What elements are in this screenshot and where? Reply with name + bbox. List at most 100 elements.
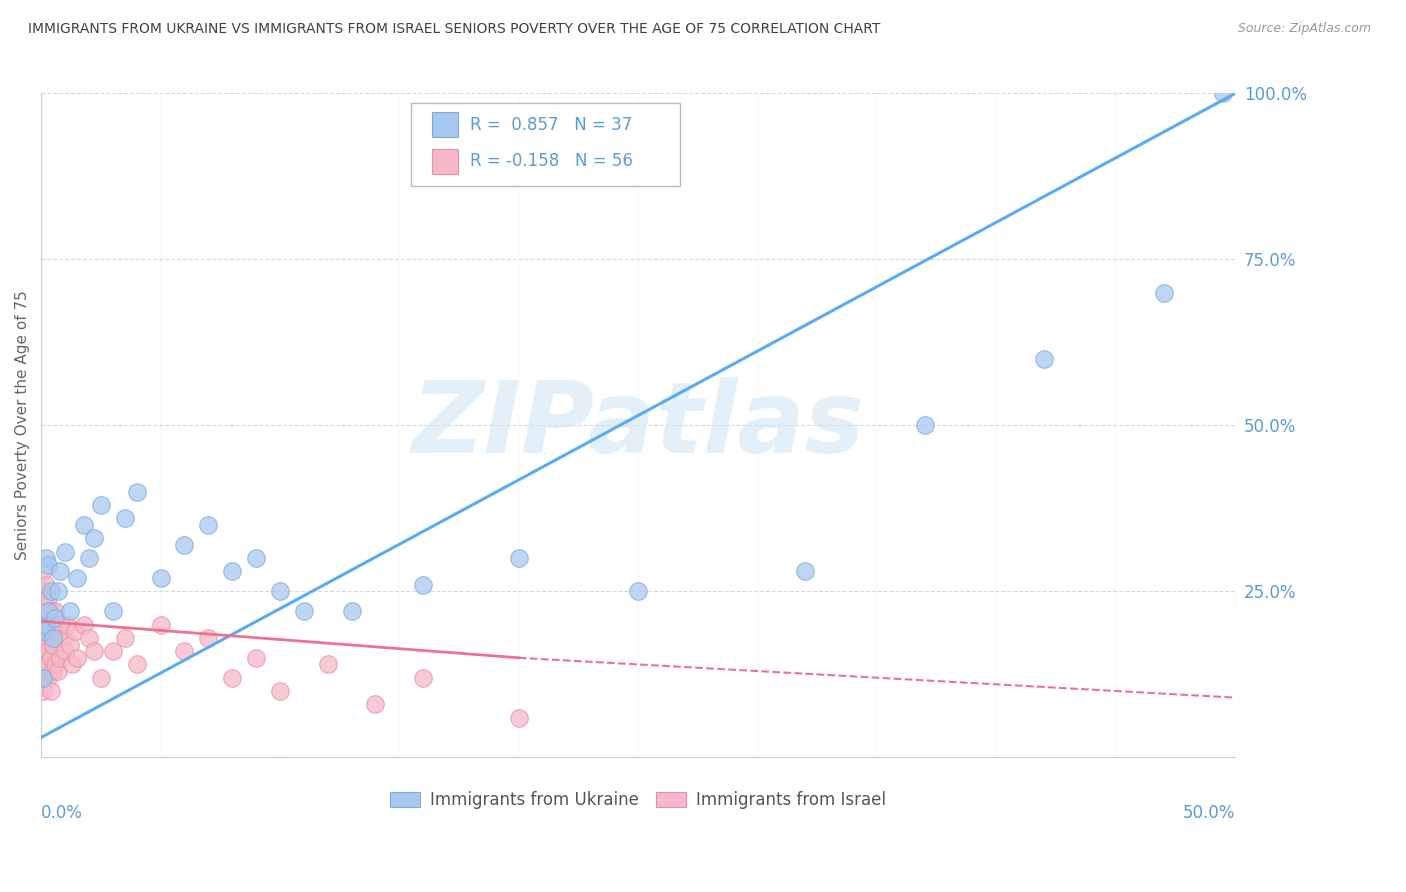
- Point: [269, 684, 291, 698]
- Text: Source: ZipAtlas.com: Source: ZipAtlas.com: [1237, 22, 1371, 36]
- Point: [42, 631, 65, 645]
- Text: ZIPatlas: ZIPatlas: [412, 377, 865, 474]
- Point: [39, 650, 62, 665]
- Point: [114, 631, 136, 645]
- Point: [32, 671, 55, 685]
- Point: [32, 604, 55, 618]
- Point: [42, 617, 65, 632]
- Point: [49, 617, 72, 632]
- Point: [35, 551, 58, 566]
- Point: [35, 578, 58, 592]
- Point: [32, 650, 55, 665]
- Point: [49, 650, 72, 665]
- Point: [412, 671, 434, 685]
- Point: [37, 604, 59, 618]
- FancyBboxPatch shape: [432, 149, 458, 174]
- Point: [364, 698, 387, 712]
- Point: [35, 657, 58, 672]
- Text: R = -0.158   N = 56: R = -0.158 N = 56: [470, 153, 633, 170]
- Point: [46, 584, 69, 599]
- Point: [292, 604, 315, 618]
- Point: [63, 624, 86, 639]
- Point: [412, 578, 434, 592]
- Point: [59, 638, 82, 652]
- Point: [73, 617, 96, 632]
- Point: [37, 617, 59, 632]
- Point: [35, 598, 58, 612]
- Point: [101, 644, 124, 658]
- Point: [37, 644, 59, 658]
- Point: [44, 624, 66, 639]
- Text: 50.0%: 50.0%: [1182, 804, 1236, 822]
- Point: [221, 671, 243, 685]
- Point: [46, 664, 69, 678]
- Point: [32, 631, 55, 645]
- Point: [83, 644, 105, 658]
- Point: [39, 604, 62, 618]
- Point: [32, 671, 55, 685]
- Point: [149, 571, 172, 585]
- Point: [44, 657, 66, 672]
- Point: [77, 551, 100, 566]
- Point: [32, 684, 55, 698]
- Text: IMMIGRANTS FROM UKRAINE VS IMMIGRANTS FROM ISRAEL SENIORS POVERTY OVER THE AGE O: IMMIGRANTS FROM UKRAINE VS IMMIGRANTS FR…: [28, 22, 880, 37]
- Y-axis label: Seniors Poverty Over the Age of 75: Seniors Poverty Over the Age of 75: [15, 291, 30, 560]
- Point: [125, 657, 148, 672]
- Point: [56, 617, 79, 632]
- Point: [60, 657, 83, 672]
- FancyBboxPatch shape: [432, 112, 458, 137]
- Point: [245, 650, 267, 665]
- Point: [46, 631, 69, 645]
- Point: [39, 684, 62, 698]
- Point: [90, 498, 112, 512]
- Point: [125, 484, 148, 499]
- Point: [49, 565, 72, 579]
- Point: [66, 571, 89, 585]
- Point: [32, 584, 55, 599]
- Point: [1153, 285, 1175, 300]
- Point: [52, 631, 75, 645]
- Point: [42, 664, 65, 678]
- Point: [32, 624, 55, 639]
- Point: [42, 638, 65, 652]
- Point: [73, 518, 96, 533]
- Point: [1212, 87, 1234, 101]
- Point: [53, 644, 76, 658]
- Point: [37, 671, 59, 685]
- Text: R =  0.857   N = 37: R = 0.857 N = 37: [470, 116, 633, 134]
- Point: [37, 591, 59, 605]
- Point: [197, 631, 219, 645]
- Point: [39, 584, 62, 599]
- Point: [173, 538, 195, 552]
- Point: [35, 611, 58, 625]
- Point: [245, 551, 267, 566]
- Point: [53, 544, 76, 558]
- Point: [340, 604, 363, 618]
- Point: [149, 617, 172, 632]
- Point: [1033, 351, 1056, 366]
- Point: [173, 644, 195, 658]
- Point: [794, 565, 817, 579]
- Point: [35, 638, 58, 652]
- Point: [508, 710, 530, 724]
- Point: [269, 584, 291, 599]
- Point: [32, 617, 55, 632]
- Point: [44, 611, 66, 625]
- Point: [35, 624, 58, 639]
- Point: [197, 518, 219, 533]
- Point: [90, 671, 112, 685]
- Point: [66, 650, 89, 665]
- Legend: Immigrants from Ukraine, Immigrants from Israel: Immigrants from Ukraine, Immigrants from…: [384, 784, 893, 815]
- Point: [44, 604, 66, 618]
- Point: [77, 631, 100, 645]
- Point: [35, 617, 58, 632]
- Point: [83, 531, 105, 545]
- Point: [316, 657, 339, 672]
- Point: [221, 565, 243, 579]
- Point: [39, 631, 62, 645]
- Point: [101, 604, 124, 618]
- FancyBboxPatch shape: [412, 103, 681, 186]
- Point: [59, 604, 82, 618]
- Text: 0.0%: 0.0%: [41, 804, 83, 822]
- Point: [914, 418, 936, 433]
